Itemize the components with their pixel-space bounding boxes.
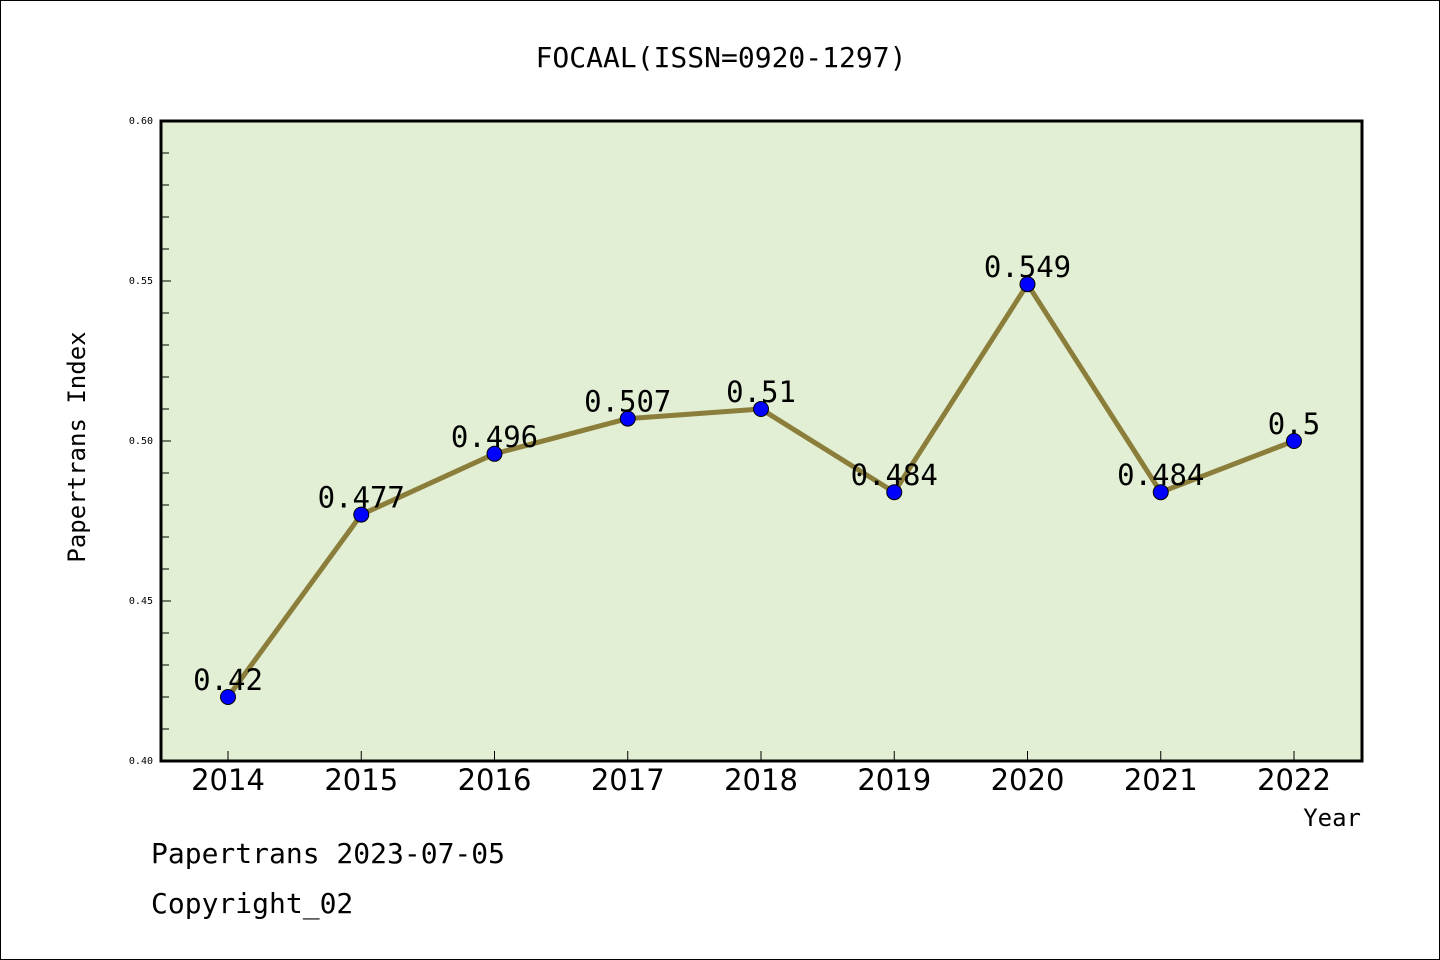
data-point <box>1286 433 1302 449</box>
x-tick-label: 2018 <box>724 763 798 797</box>
x-tick-label: 2022 <box>1257 763 1331 797</box>
data-label: 0.477 <box>318 481 405 515</box>
data-label: 0.496 <box>451 420 538 454</box>
x-tick-label: 2015 <box>324 763 398 797</box>
marker-group <box>220 276 1302 705</box>
x-tick-label: 2019 <box>857 763 931 797</box>
plot-border <box>159 119 1364 763</box>
data-label: 0.5 <box>1268 407 1320 441</box>
x-tick-label: 2021 <box>1124 763 1198 797</box>
data-point <box>753 401 769 417</box>
data-point <box>619 410 636 427</box>
data-point <box>1019 276 1036 293</box>
plot-area <box>161 121 1362 761</box>
y-tick-label: 0.60 <box>129 116 153 127</box>
x-tick-label: 2017 <box>591 763 665 797</box>
data-label-group: 0.42 0.477 0.496 0.507 0.51 0.484 0.549 0.484 0.… <box>193 250 1320 697</box>
footer-copyright: Copyright_02 <box>151 887 354 920</box>
data-point <box>220 689 236 705</box>
y-tick-label: 0.45 <box>129 596 153 607</box>
data-label: 0.507 <box>584 385 671 419</box>
data-label: 0.484 <box>1117 458 1204 492</box>
data-label: 0.42 <box>193 663 263 697</box>
y-axis-label: Papertrans Index <box>63 331 91 562</box>
data-point <box>353 506 370 523</box>
data-label: 0.484 <box>851 458 938 492</box>
data-point <box>1152 484 1169 501</box>
x-tick-label: 2016 <box>458 763 532 797</box>
x-axis: 2014 2015 2016 2017 2018 2019 2020 2021 2022 <box>191 751 1331 797</box>
data-point <box>486 445 503 462</box>
data-label: 0.51 <box>726 375 796 409</box>
y-tick-label: 0.50 <box>129 436 153 447</box>
footer-date: Papertrans 2023-07-05 <box>151 837 506 870</box>
x-tick-label: 2020 <box>991 763 1065 797</box>
x-tick-label: 2014 <box>191 763 265 797</box>
y-tick-label: 0.55 <box>129 276 153 287</box>
data-label: 0.549 <box>984 250 1071 284</box>
x-axis-label: Year <box>1303 804 1361 832</box>
data-point <box>886 484 903 501</box>
y-tick-label: 0.40 <box>129 756 153 767</box>
chart-title: FOCAAL(ISSN=0920-1297) <box>536 41 907 74</box>
